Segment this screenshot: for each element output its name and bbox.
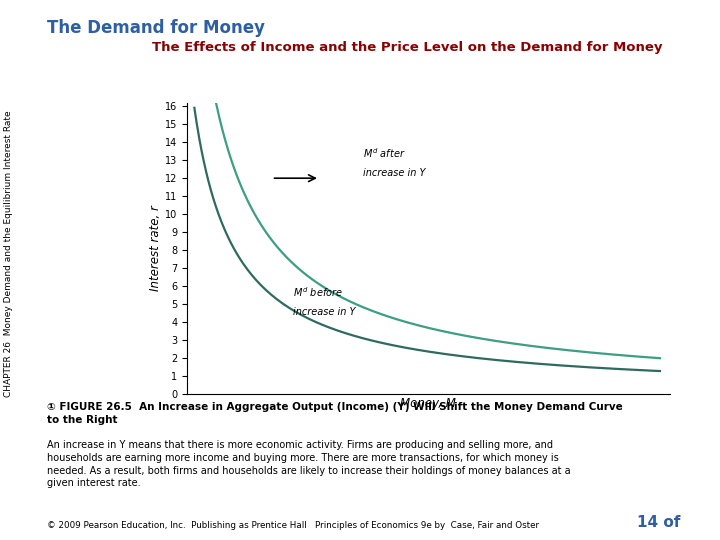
Text: CHAPTER 26  Money Demand and the Equilibrium Interest Rate: CHAPTER 26 Money Demand and the Equilibr…	[4, 111, 13, 397]
Y-axis label: Interest rate, r: Interest rate, r	[149, 205, 162, 292]
Text: An increase in Y means that there is more economic activity. Firms are producing: An increase in Y means that there is mor…	[47, 440, 570, 489]
Text: ① FIGURE 26.5  An Increase in Aggregate Output (Income) (Y) Will Shift the Money: ① FIGURE 26.5 An Increase in Aggregate O…	[47, 402, 623, 424]
Text: $M^d$ before: $M^d$ before	[293, 285, 343, 299]
Text: The Effects of Income and the Price Level on the Demand for Money: The Effects of Income and the Price Leve…	[151, 40, 662, 53]
Text: increase in Y: increase in Y	[364, 168, 426, 178]
Text: The Demand for Money: The Demand for Money	[47, 19, 265, 37]
X-axis label: Money, M: Money, M	[400, 397, 456, 410]
Text: increase in Y: increase in Y	[293, 307, 356, 317]
Text: $M^d$ after: $M^d$ after	[364, 146, 406, 160]
Text: © 2009 Pearson Education, Inc.  Publishing as Prentice Hall   Principles of Econ: © 2009 Pearson Education, Inc. Publishin…	[47, 521, 539, 530]
Text: 14 of: 14 of	[637, 515, 680, 530]
